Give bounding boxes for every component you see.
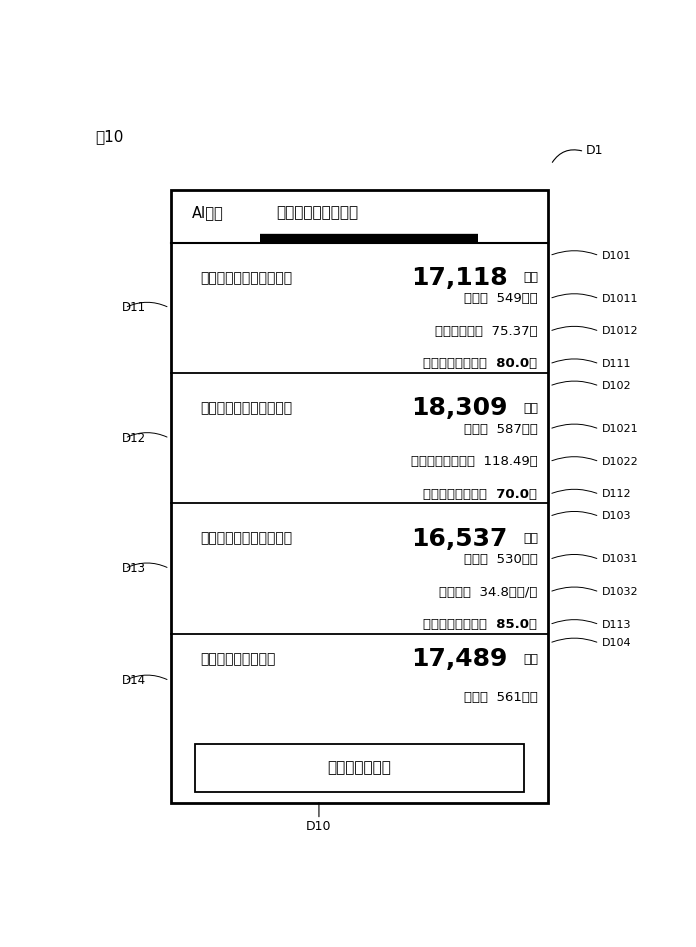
Text: D102: D102 xyxy=(602,381,632,391)
Text: 総合リノベ推定価格: 総合リノベ推定価格 xyxy=(200,652,276,666)
Bar xyxy=(171,190,548,803)
Text: 一般中古物件比較  118.49％: 一般中古物件比較 118.49％ xyxy=(411,456,537,468)
Text: 特許マンション: 特許マンション xyxy=(327,760,391,776)
Text: 新築価格割合  75.37％: 新築価格割合 75.37％ xyxy=(435,325,537,338)
Text: 17,118: 17,118 xyxy=(411,266,507,290)
Text: 事例からの信頼度  85.0％: 事例からの信頼度 85.0％ xyxy=(423,618,537,631)
Text: 万円: 万円 xyxy=(523,532,539,545)
Text: D12: D12 xyxy=(122,432,146,445)
Text: 増分単価  34.8万円/坪: 増分単価 34.8万円/坪 xyxy=(439,585,537,599)
Text: AI査定: AI査定 xyxy=(192,205,224,220)
Text: D1022: D1022 xyxy=(602,456,639,467)
Text: D1011: D1011 xyxy=(602,294,639,304)
Text: D1021: D1021 xyxy=(602,424,639,434)
Text: リノベ増分単価から算出: リノベ増分単価から算出 xyxy=(200,531,292,545)
Text: D11: D11 xyxy=(122,301,146,314)
Text: D10: D10 xyxy=(306,820,332,833)
Text: リノベ増分割合から算出: リノベ増分割合から算出 xyxy=(200,402,292,415)
Text: D103: D103 xyxy=(602,511,632,522)
Text: 18,309: 18,309 xyxy=(411,396,507,420)
Text: 事例からの信頼度  80.0％: 事例からの信頼度 80.0％ xyxy=(423,357,537,370)
Text: D14: D14 xyxy=(122,674,146,688)
Text: 16,537: 16,537 xyxy=(411,527,507,550)
Text: 坪単価  587万円: 坪単価 587万円 xyxy=(464,422,537,436)
Text: 万円: 万円 xyxy=(523,272,539,284)
Text: 坪単価  530万円: 坪単価 530万円 xyxy=(464,553,537,566)
Text: 万円: 万円 xyxy=(523,402,539,415)
Text: D101: D101 xyxy=(602,251,632,260)
Bar xyxy=(195,744,524,792)
Text: 坪単価  561万円: 坪単価 561万円 xyxy=(464,691,537,704)
Text: D111: D111 xyxy=(602,359,632,369)
Text: 17,489: 17,489 xyxy=(411,647,507,671)
Text: D13: D13 xyxy=(122,563,146,575)
Text: 事例からの信頼度  70.0％: 事例からの信頼度 70.0％ xyxy=(423,488,537,501)
Text: 図10: 図10 xyxy=(95,130,123,145)
Text: D1032: D1032 xyxy=(602,587,639,597)
Text: D113: D113 xyxy=(602,619,632,630)
Text: D104: D104 xyxy=(602,638,632,648)
Text: D1: D1 xyxy=(586,144,603,156)
Text: 坪単価  549万円: 坪単価 549万円 xyxy=(464,293,537,305)
Text: 新築価格割合からの算出: 新築価格割合からの算出 xyxy=(200,271,292,285)
Text: 万円: 万円 xyxy=(523,652,539,666)
Text: リノベーション査定: リノベーション査定 xyxy=(276,205,358,220)
Text: D112: D112 xyxy=(602,490,632,499)
Text: D1012: D1012 xyxy=(602,327,639,336)
Text: D1031: D1031 xyxy=(602,554,639,564)
